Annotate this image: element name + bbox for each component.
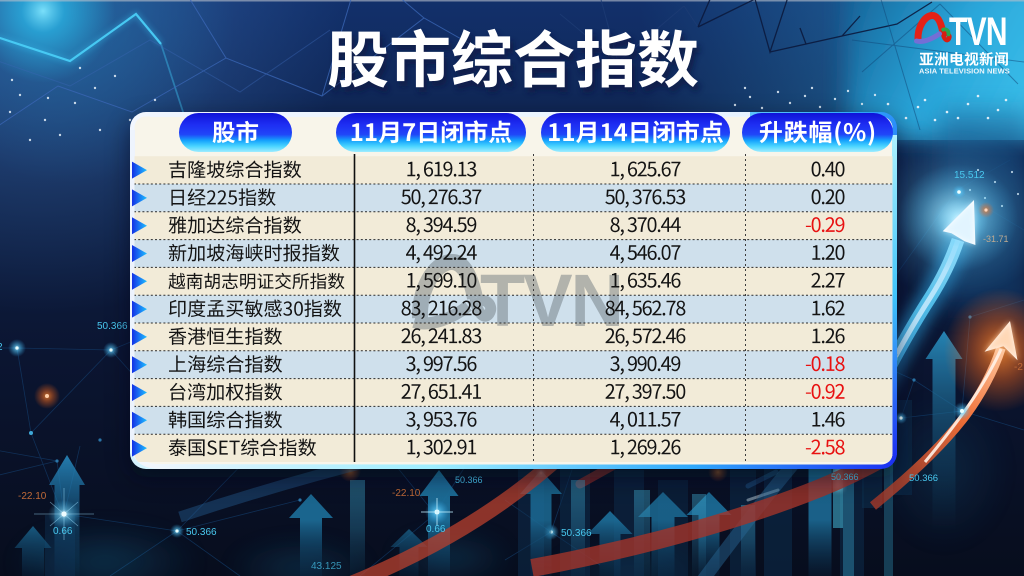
svg-text:-2: -2 <box>1014 362 1023 373</box>
svg-text:0.66: 0.66 <box>426 524 446 535</box>
svg-text:50.366: 50.366 <box>561 528 592 539</box>
svg-text:43.125: 43.125 <box>311 561 342 572</box>
svg-text:TVN: TVN <box>949 10 1007 54</box>
svg-text:-22.10: -22.10 <box>18 491 47 502</box>
svg-text:2: 2 <box>0 342 3 353</box>
svg-text:50.366: 50.366 <box>909 473 938 484</box>
svg-text:0.66: 0.66 <box>53 526 73 537</box>
svg-text:50.366: 50.366 <box>97 321 128 332</box>
svg-text:15.512: 15.512 <box>954 170 985 181</box>
svg-text:-22.10: -22.10 <box>392 488 421 499</box>
svg-text:50.366: 50.366 <box>186 527 217 538</box>
svg-text:-31.71: -31.71 <box>983 234 1009 244</box>
svg-text:50.366: 50.366 <box>455 475 483 485</box>
svg-text:TVN: TVN <box>480 259 622 342</box>
svg-text:ASIA TELEVISION NEWS: ASIA TELEVISION NEWS <box>919 67 1010 76</box>
